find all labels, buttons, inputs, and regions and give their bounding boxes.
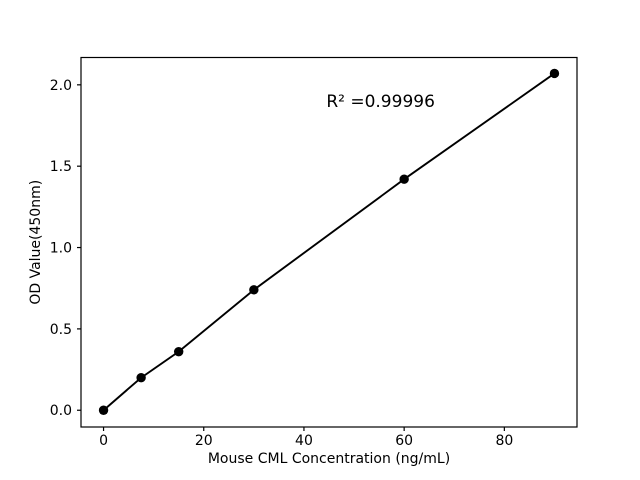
y-tick-label: 1.0	[50, 241, 72, 257]
curve-line	[102, 72, 556, 412]
data-point	[173, 346, 184, 357]
x-tick-label: 40	[295, 433, 313, 449]
y-tick-label: 0.0	[50, 403, 72, 419]
x-tick-label: 60	[395, 433, 413, 449]
x-tick-label: 20	[195, 433, 213, 449]
plot-frame	[80, 56, 578, 428]
data-point	[549, 68, 560, 79]
data-point	[136, 373, 146, 383]
y-tick-label: 2.0	[50, 78, 72, 94]
data-point	[249, 285, 259, 295]
x-tick-label: 0	[99, 433, 108, 449]
y-tick-label: 1.5	[50, 159, 72, 175]
y-tick-label: 0.5	[50, 322, 72, 338]
y-axis-label: OD Value(450nm)	[28, 180, 44, 305]
r-squared-annotation: R² =0.99996	[326, 92, 435, 112]
x-tick-label: 80	[495, 433, 513, 449]
data-point	[399, 174, 409, 184]
x-axis-label: Mouse CML Concentration (ng/mL)	[208, 451, 450, 467]
data-point	[98, 405, 109, 415]
